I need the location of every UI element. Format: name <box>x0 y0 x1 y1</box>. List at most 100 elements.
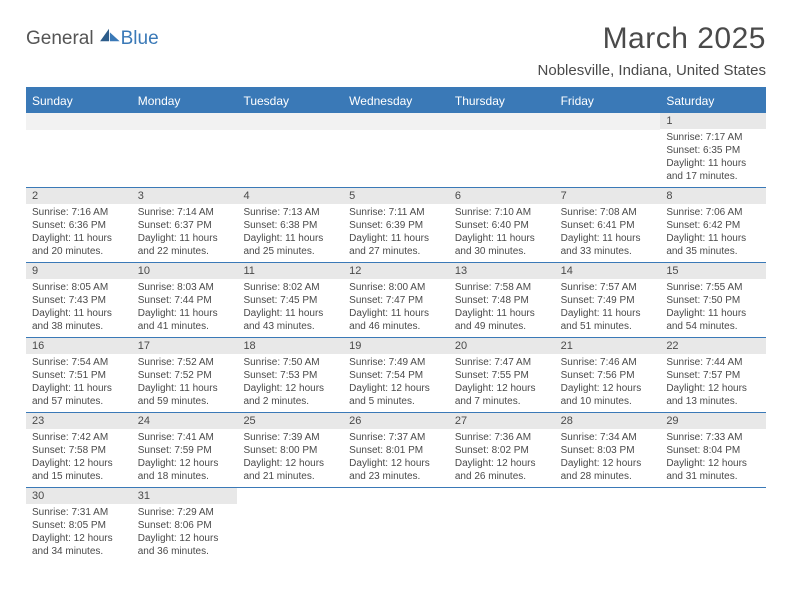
calendar-day-cell <box>132 113 238 187</box>
day-number: 17 <box>132 338 238 354</box>
sunrise-text: Sunrise: 7:13 AM <box>243 206 337 219</box>
daylight-text-1: Daylight: 12 hours <box>138 532 232 545</box>
calendar-day-cell: 10Sunrise: 8:03 AMSunset: 7:44 PMDayligh… <box>132 263 238 337</box>
sunset-text: Sunset: 7:59 PM <box>138 444 232 457</box>
day-body: Sunrise: 7:39 AMSunset: 8:00 PMDaylight:… <box>237 429 343 486</box>
sunrise-text: Sunrise: 8:00 AM <box>349 281 443 294</box>
calendar-day-cell <box>660 488 766 562</box>
sunrise-text: Sunrise: 7:17 AM <box>666 131 760 144</box>
calendar-day-cell: 30Sunrise: 7:31 AMSunset: 8:05 PMDayligh… <box>26 488 132 562</box>
sunset-text: Sunset: 8:03 PM <box>561 444 655 457</box>
sunset-text: Sunset: 8:01 PM <box>349 444 443 457</box>
sunrise-text: Sunrise: 7:33 AM <box>666 431 760 444</box>
brand-part2: Blue <box>121 28 159 50</box>
daylight-text-2: and 27 minutes. <box>349 245 443 258</box>
day-body: Sunrise: 7:54 AMSunset: 7:51 PMDaylight:… <box>26 354 132 411</box>
sunrise-text: Sunrise: 7:06 AM <box>666 206 760 219</box>
day-header-cell: Wednesday <box>343 89 449 113</box>
sunset-text: Sunset: 7:48 PM <box>455 294 549 307</box>
sunset-text: Sunset: 8:02 PM <box>455 444 549 457</box>
calendar-day-cell: 15 Sunrise: 7:55 AMSunset: 7:50 PMDayligh… <box>660 263 766 337</box>
day-number: 24 <box>132 413 238 429</box>
daylight-text-1: Daylight: 11 hours <box>349 232 443 245</box>
day-number: 25 <box>237 413 343 429</box>
day-number: 27 <box>449 413 555 429</box>
calendar-day-cell: 29Sunrise: 7:33 AMSunset: 8:04 PMDayligh… <box>660 413 766 487</box>
day-header-cell: Sunday <box>26 89 132 113</box>
calendar-day-cell: 22Sunrise: 7:44 AMSunset: 7:57 PMDayligh… <box>660 338 766 412</box>
daylight-text-2: and 22 minutes. <box>138 245 232 258</box>
day-body: Sunrise: 7:57 AMSunset: 7:49 PMDaylight:… <box>555 279 661 336</box>
blank-day-bar <box>26 113 132 130</box>
sunset-text: Sunset: 7:58 PM <box>32 444 126 457</box>
day-number: 6 <box>449 188 555 204</box>
day-header-cell: Monday <box>132 89 238 113</box>
daylight-text-2: and 25 minutes. <box>243 245 337 258</box>
day-number: 15 <box>660 263 766 279</box>
daylight-text-2: and 38 minutes. <box>32 320 126 333</box>
daylight-text-2: and 30 minutes. <box>455 245 549 258</box>
sunset-text: Sunset: 8:04 PM <box>666 444 760 457</box>
day-body: Sunrise: 7:10 AMSunset: 6:40 PMDaylight:… <box>449 204 555 261</box>
calendar-day-cell <box>555 113 661 187</box>
sunset-text: Sunset: 6:40 PM <box>455 219 549 232</box>
day-number: 31 <box>132 488 238 504</box>
calendar-day-cell: 7Sunrise: 7:08 AMSunset: 6:41 PMDaylight… <box>555 188 661 262</box>
calendar-week-row: 9Sunrise: 8:05 AMSunset: 7:43 PMDaylight… <box>26 263 766 338</box>
daylight-text-2: and 49 minutes. <box>455 320 549 333</box>
calendar-day-cell: 20Sunrise: 7:47 AMSunset: 7:55 PMDayligh… <box>449 338 555 412</box>
daylight-text-2: and 33 minutes. <box>561 245 655 258</box>
brand-part1: General <box>26 28 94 50</box>
daylight-text-1: Daylight: 11 hours <box>32 232 126 245</box>
day-number: 23 <box>26 413 132 429</box>
daylight-text-2: and 35 minutes. <box>666 245 760 258</box>
daylight-text-2: and 28 minutes. <box>561 470 655 483</box>
sunrise-text: Sunrise: 7:14 AM <box>138 206 232 219</box>
calendar-day-cell <box>343 488 449 562</box>
day-body: Sunrise: 7:14 AMSunset: 6:37 PMDaylight:… <box>132 204 238 261</box>
day-body: Sunrise: 7:11 AMSunset: 6:39 PMDaylight:… <box>343 204 449 261</box>
sunrise-text: Sunrise: 7:55 AM <box>666 281 760 294</box>
daylight-text-1: Daylight: 12 hours <box>561 457 655 470</box>
sunset-text: Sunset: 7:47 PM <box>349 294 443 307</box>
sunrise-text: Sunrise: 8:05 AM <box>32 281 126 294</box>
daylight-text-1: Daylight: 11 hours <box>138 232 232 245</box>
daylight-text-2: and 36 minutes. <box>138 545 232 558</box>
daylight-text-1: Daylight: 11 hours <box>349 307 443 320</box>
daylight-text-1: Daylight: 12 hours <box>349 382 443 395</box>
sunset-text: Sunset: 6:35 PM <box>666 144 760 157</box>
day-number: 5 <box>343 188 449 204</box>
calendar-day-cell: 18Sunrise: 7:50 AMSunset: 7:53 PMDayligh… <box>237 338 343 412</box>
calendar-week-row: 16Sunrise: 7:54 AMSunset: 7:51 PMDayligh… <box>26 338 766 413</box>
daylight-text-2: and 13 minutes. <box>666 395 760 408</box>
sunrise-text: Sunrise: 7:42 AM <box>32 431 126 444</box>
calendar-day-cell: 27Sunrise: 7:36 AMSunset: 8:02 PMDayligh… <box>449 413 555 487</box>
sunset-text: Sunset: 7:52 PM <box>138 369 232 382</box>
sunset-text: Sunset: 7:50 PM <box>666 294 760 307</box>
day-number: 26 <box>343 413 449 429</box>
header: General Blue March 2025 Noblesville, Ind… <box>26 22 766 79</box>
daylight-text-1: Daylight: 11 hours <box>561 307 655 320</box>
day-number: 11 <box>237 263 343 279</box>
day-body: Sunrise: 7:52 AMSunset: 7:52 PMDaylight:… <box>132 354 238 411</box>
calendar-day-cell <box>449 488 555 562</box>
sunrise-text: Sunrise: 7:58 AM <box>455 281 549 294</box>
calendar-day-cell: 26Sunrise: 7:37 AMSunset: 8:01 PMDayligh… <box>343 413 449 487</box>
daylight-text-1: Daylight: 12 hours <box>666 382 760 395</box>
sunset-text: Sunset: 6:42 PM <box>666 219 760 232</box>
day-header-cell: Tuesday <box>237 89 343 113</box>
daylight-text-1: Daylight: 11 hours <box>666 307 760 320</box>
calendar-day-cell <box>343 113 449 187</box>
sunrise-text: Sunrise: 7:46 AM <box>561 356 655 369</box>
sunrise-text: Sunrise: 7:34 AM <box>561 431 655 444</box>
calendar-day-cell: 31Sunrise: 7:29 AMSunset: 8:06 PMDayligh… <box>132 488 238 562</box>
daylight-text-1: Daylight: 12 hours <box>138 457 232 470</box>
sunrise-text: Sunrise: 7:29 AM <box>138 506 232 519</box>
day-header-cell: Thursday <box>449 89 555 113</box>
daylight-text-2: and 54 minutes. <box>666 320 760 333</box>
daylight-text-2: and 23 minutes. <box>349 470 443 483</box>
daylight-text-1: Daylight: 12 hours <box>455 457 549 470</box>
daylight-text-1: Daylight: 12 hours <box>32 457 126 470</box>
day-number: 20 <box>449 338 555 354</box>
calendar-day-cell: 6Sunrise: 7:10 AMSunset: 6:40 PMDaylight… <box>449 188 555 262</box>
